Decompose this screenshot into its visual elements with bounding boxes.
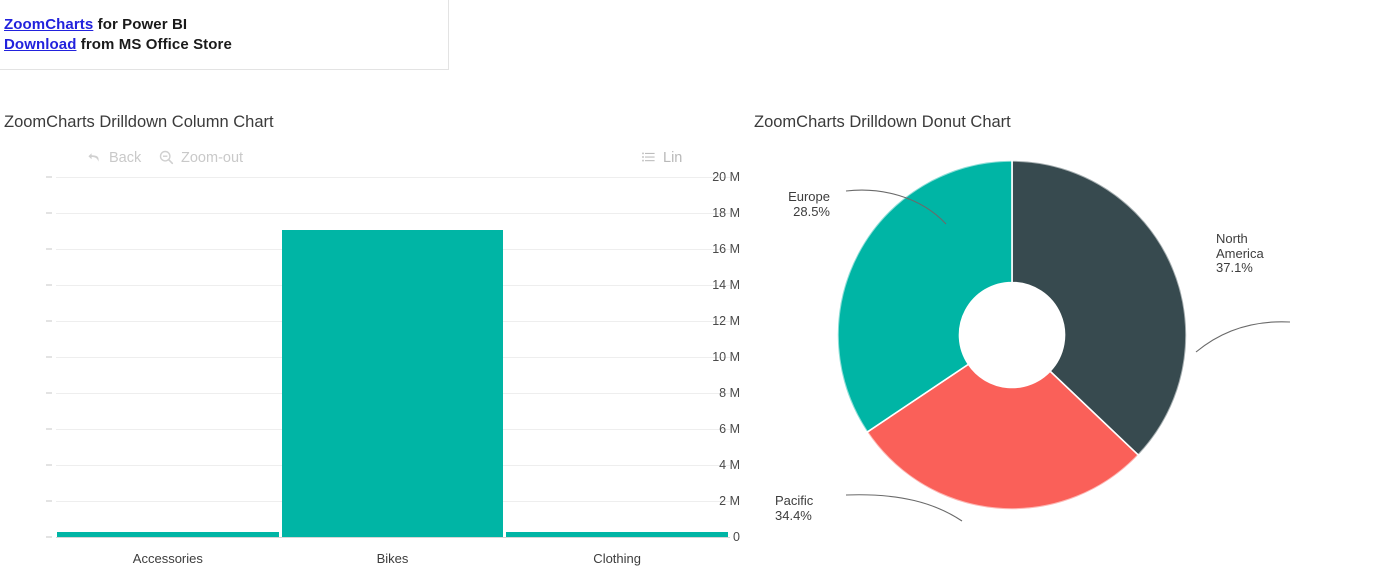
y-axis-tick-label: 14 M — [712, 278, 740, 292]
y-axis-tick-label: 16 M — [712, 242, 740, 256]
x-axis-category-label[interactable]: Clothing — [593, 551, 642, 566]
donut-label-pacific: Pacific 34.4% — [775, 493, 814, 523]
y-axis-tick-label: 0 — [733, 530, 740, 544]
donut-label-leader-line — [845, 189, 947, 225]
donut-inner-highlight-ring — [836, 159, 1188, 511]
back-button-label: Back — [109, 149, 142, 166]
zoom-out-button[interactable]: Zoom-out — [158, 146, 243, 168]
donut-chart-svg[interactable] — [750, 140, 1379, 571]
y-axis-tick-label: 8 M — [719, 386, 740, 400]
scale-toggle-label: Lin — [663, 149, 683, 166]
donut-label-leader-line — [845, 494, 963, 522]
donut-label-pacific-name: Pacific — [775, 493, 814, 508]
back-arrow-icon — [86, 149, 103, 166]
promo-line-1: ZoomCharts for Power BI — [4, 16, 187, 33]
y-axis-tick-label: 2 M — [719, 494, 740, 508]
promo-line-1-text: for Power BI — [93, 16, 188, 33]
y-axis-tick-label: 10 M — [712, 350, 740, 364]
download-link[interactable]: Download — [4, 36, 77, 53]
column-chart-plot[interactable]: 0 2 M 4 M 6 M 8 M 10 M 12 M 14 M 16 M 18 M 20 M Acc… — [0, 170, 740, 571]
donut-chart-title: ZoomCharts Drilldown Donut Chart — [754, 113, 1011, 131]
donut-label-pacific-pct: 34.4% — [775, 507, 812, 523]
donut-label-north-america: North America 37.1% — [1216, 231, 1264, 276]
y-axis-tick-mark — [46, 356, 52, 358]
promo-line-2: Download from MS Office Store — [4, 36, 232, 53]
column-chart-toolbar: Back Zoom-out — [0, 140, 740, 173]
y-axis-tick-label: 6 M — [719, 422, 740, 436]
promo-line-2-text: from MS Office Store — [76, 36, 232, 53]
donut-label-north-america-name-1: North — [1216, 231, 1248, 246]
list-lines-icon — [640, 149, 657, 166]
donut-label-europe: Europe 28.5% — [770, 189, 830, 219]
donut-label-leader-line — [1195, 321, 1291, 353]
x-axis-line — [56, 537, 730, 538]
gridline — [56, 177, 730, 178]
donut-label-europe-pct: 28.5% — [793, 203, 830, 219]
back-button[interactable]: Back — [86, 146, 141, 168]
x-axis-category-label[interactable]: Accessories — [132, 551, 203, 566]
y-axis-tick-mark — [46, 464, 52, 466]
column-chart-title: ZoomCharts Drilldown Column Chart — [4, 113, 274, 131]
donut-chart-panel[interactable] — [750, 140, 1379, 571]
donut-label-north-america-pct: 37.1% — [1216, 260, 1253, 275]
y-axis-tick-mark — [46, 320, 52, 322]
y-axis-tick-mark — [46, 176, 52, 178]
scale-toggle-button[interactable]: Lin — [640, 146, 682, 168]
donut-label-north-america-name-2: America — [1216, 245, 1264, 261]
y-axis-tick-mark — [46, 248, 52, 250]
y-axis-tick-label: 18 M — [712, 206, 740, 220]
y-axis-tick-mark — [46, 212, 52, 214]
magnifier-minus-icon — [158, 149, 175, 166]
y-axis-tick-label: 4 M — [719, 458, 740, 472]
column-bar[interactable] — [506, 531, 728, 537]
y-axis-tick-mark — [46, 392, 52, 394]
donut-label-europe-name: Europe — [788, 189, 830, 204]
column-chart-panel[interactable]: Back Zoom-out — [0, 140, 740, 571]
zoom-out-button-label: Zoom-out — [181, 149, 244, 166]
promo-box: ZoomCharts for Power BI Download from MS… — [0, 0, 449, 70]
y-axis-tick-mark — [46, 500, 52, 502]
y-axis-tick-mark — [46, 428, 52, 430]
y-axis-tick-label: 12 M — [712, 314, 740, 328]
gridline — [56, 213, 730, 214]
column-bar[interactable] — [57, 531, 279, 537]
y-axis-tick-mark — [46, 536, 52, 538]
zoomcharts-link[interactable]: ZoomCharts — [4, 16, 94, 33]
x-axis-category-label[interactable]: Bikes — [376, 551, 409, 566]
y-axis-tick-label: 20 M — [712, 170, 740, 184]
y-axis-tick-mark — [46, 284, 52, 286]
column-bar[interactable] — [281, 230, 504, 537]
